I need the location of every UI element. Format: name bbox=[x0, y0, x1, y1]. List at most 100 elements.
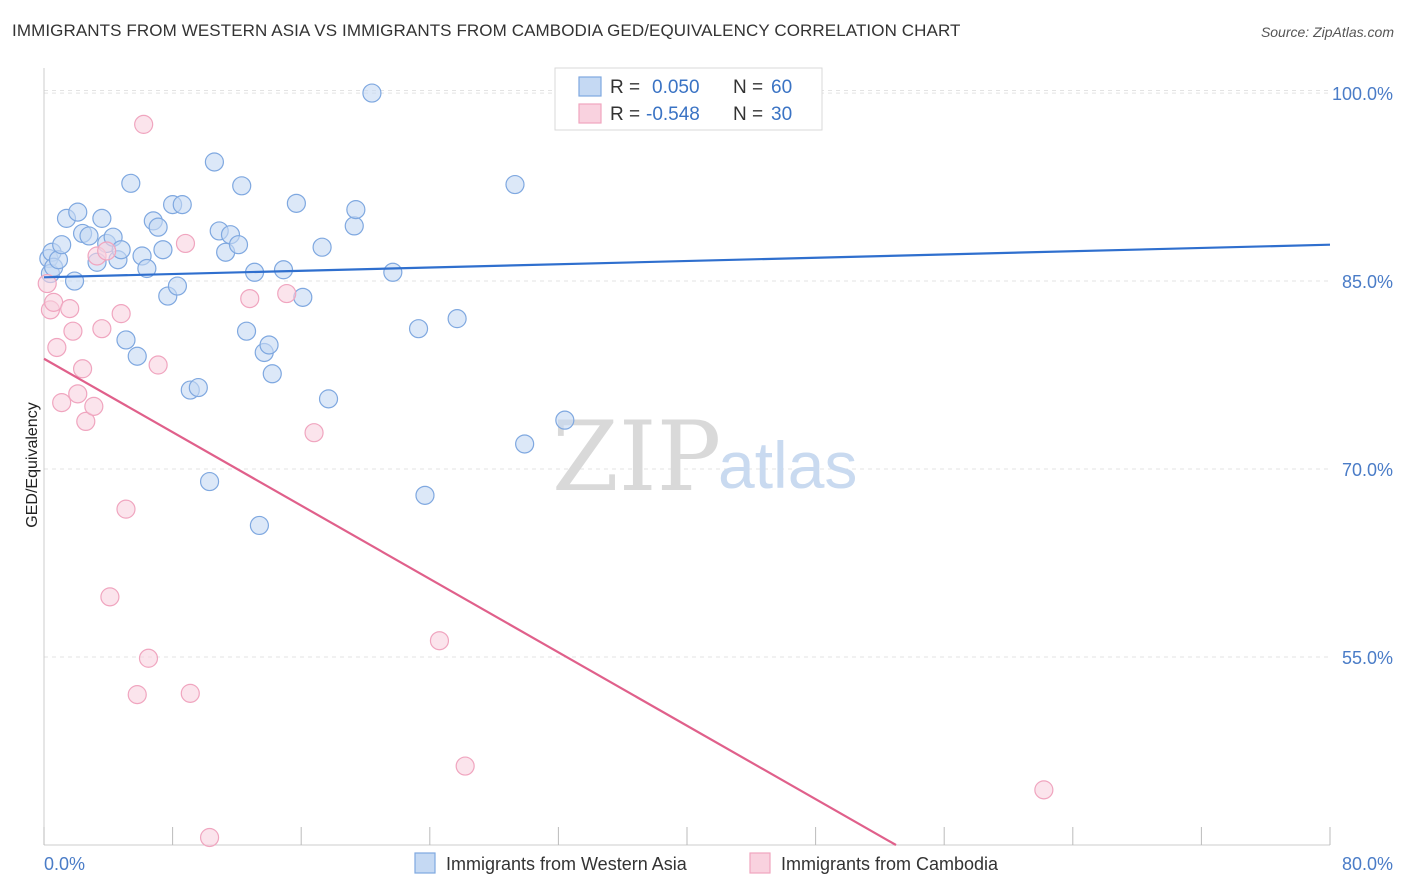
data-point bbox=[240, 288, 260, 309]
data-point bbox=[44, 292, 64, 312]
data-point bbox=[383, 262, 403, 282]
data-point bbox=[228, 235, 249, 255]
data-point bbox=[249, 515, 270, 536]
trend-line-western-asia bbox=[43, 243, 1331, 279]
legend-r-value-2: -0.548 bbox=[646, 104, 700, 125]
data-point bbox=[52, 393, 72, 413]
data-point bbox=[172, 195, 192, 215]
data-point bbox=[415, 485, 435, 505]
data-point bbox=[111, 304, 131, 324]
data-point bbox=[121, 173, 141, 193]
chart-title: IMMIGRANTS FROM WESTERN ASIA VS IMMIGRAN… bbox=[12, 21, 961, 40]
data-point bbox=[64, 271, 85, 291]
data-point bbox=[447, 309, 467, 329]
data-point bbox=[199, 471, 220, 492]
trend-line-cambodia bbox=[43, 357, 897, 846]
legend-n-label-2: N = bbox=[733, 104, 763, 125]
data-point bbox=[286, 193, 306, 213]
x-tick-label-min: 0.0% bbox=[44, 854, 85, 874]
watermark: ZIP atlas bbox=[552, 401, 857, 513]
data-point bbox=[1034, 780, 1054, 800]
series-cambodia bbox=[37, 114, 1054, 848]
y-tick-label: 55.0% bbox=[1342, 648, 1393, 668]
gridlines bbox=[44, 90, 1330, 658]
watermark-atlas: atlas bbox=[718, 428, 857, 502]
data-point bbox=[116, 330, 136, 350]
data-point bbox=[97, 241, 117, 261]
data-point bbox=[277, 283, 297, 304]
data-point bbox=[204, 152, 224, 172]
data-point bbox=[344, 216, 364, 236]
data-point bbox=[429, 631, 450, 651]
data-point bbox=[84, 396, 104, 416]
data-point bbox=[127, 685, 147, 705]
data-point bbox=[232, 176, 252, 196]
data-point bbox=[312, 237, 332, 257]
data-point bbox=[188, 377, 208, 398]
data-point bbox=[79, 226, 99, 246]
trend-lines bbox=[43, 243, 1331, 846]
data-point bbox=[236, 321, 257, 341]
legend-n-value-2: 30 bbox=[771, 104, 792, 125]
source-credit: Source: ZipAtlas.com bbox=[1260, 24, 1394, 40]
data-point bbox=[76, 411, 96, 432]
data-point bbox=[148, 355, 168, 375]
data-point bbox=[408, 319, 429, 339]
watermark-zip: ZIP bbox=[552, 401, 721, 513]
legend-n-label-1: N = bbox=[733, 77, 763, 98]
y-axis-label: GED/Equivalency bbox=[24, 402, 41, 527]
data-point bbox=[505, 174, 525, 195]
data-point bbox=[52, 235, 72, 255]
data-point bbox=[100, 587, 120, 607]
series-legend: Immigrants from Western Asia Immigrants … bbox=[414, 852, 999, 874]
data-point bbox=[37, 273, 57, 294]
data-point bbox=[134, 114, 154, 134]
data-point bbox=[293, 287, 313, 307]
data-point bbox=[199, 827, 220, 848]
data-point bbox=[127, 346, 147, 366]
legend-r-label-1: R = bbox=[610, 77, 640, 98]
y-tick-labels: 100.0% 85.0% 70.0% 55.0% bbox=[1332, 84, 1393, 668]
data-point bbox=[148, 217, 168, 237]
data-point bbox=[180, 683, 200, 703]
data-point bbox=[153, 240, 173, 260]
data-point bbox=[318, 389, 339, 409]
y-tick-label: 100.0% bbox=[1332, 84, 1393, 104]
series-legend-label-western-asia: Immigrants from Western Asia bbox=[446, 854, 688, 874]
data-point bbox=[116, 499, 136, 519]
series-legend-swatch-cambodia bbox=[749, 852, 771, 874]
legend-swatch-western-asia bbox=[578, 76, 602, 97]
data-point bbox=[63, 321, 83, 341]
data-point bbox=[555, 410, 575, 430]
data-point bbox=[175, 233, 196, 254]
data-point bbox=[515, 434, 535, 454]
data-point bbox=[72, 359, 93, 379]
data-point bbox=[92, 319, 112, 339]
legend-n-value-1: 60 bbox=[771, 77, 792, 98]
data-point bbox=[92, 208, 112, 228]
series-points bbox=[37, 83, 1054, 848]
data-point bbox=[362, 83, 382, 103]
data-point bbox=[346, 200, 366, 220]
data-point bbox=[167, 276, 188, 296]
data-point bbox=[68, 202, 88, 222]
data-point bbox=[68, 384, 88, 404]
data-point bbox=[60, 299, 80, 319]
x-ticks bbox=[43, 827, 1331, 845]
x-tick-label-max: 80.0% bbox=[1342, 854, 1393, 874]
data-point bbox=[138, 648, 159, 668]
legend-swatch-cambodia bbox=[578, 103, 602, 124]
series-legend-label-cambodia: Immigrants from Cambodia bbox=[781, 854, 999, 874]
data-point bbox=[304, 423, 324, 443]
series-western-asia bbox=[39, 83, 723, 536]
data-point bbox=[273, 260, 294, 280]
data-point bbox=[137, 258, 157, 279]
data-point bbox=[262, 364, 282, 384]
stats-legend: R = 0.050 N = 60 R = -0.548 N = 30 bbox=[554, 67, 823, 131]
legend-r-value-1: 0.050 bbox=[652, 77, 700, 98]
data-point bbox=[47, 337, 67, 358]
y-tick-label: 70.0% bbox=[1342, 460, 1393, 480]
series-legend-swatch-western-asia bbox=[414, 852, 436, 874]
data-point bbox=[455, 756, 475, 776]
